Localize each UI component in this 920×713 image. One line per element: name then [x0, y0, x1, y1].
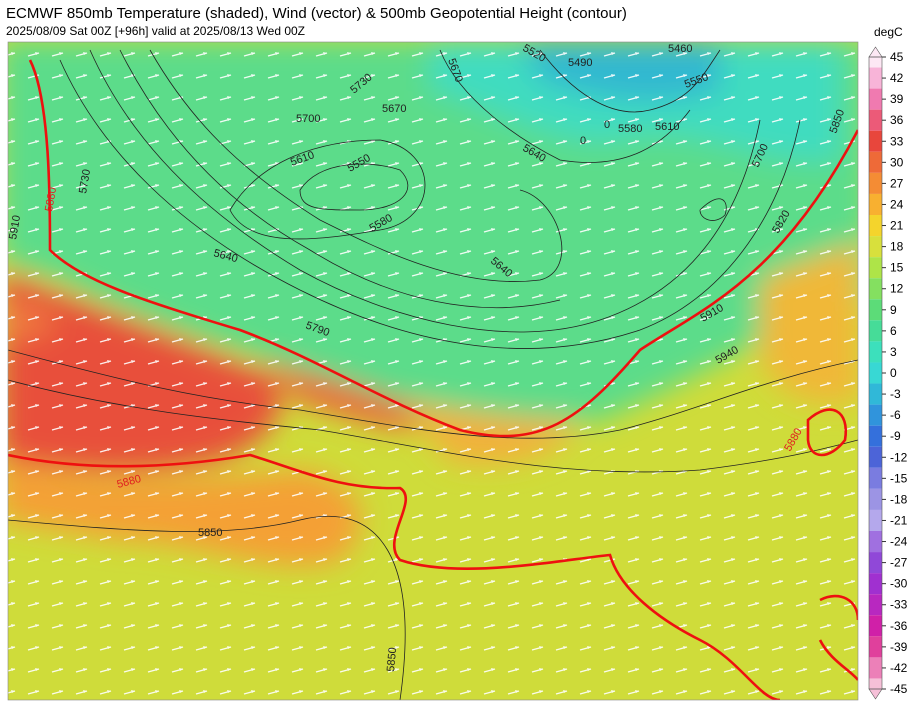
- colorbar-tick-label: 12: [890, 282, 904, 296]
- colorbar-swatch: [869, 193, 882, 215]
- colorbar-swatch: [869, 172, 882, 194]
- map: 5670 5520 5490 5460 5550 5580 5610 5640 …: [7, 42, 858, 700]
- colorbar-swatch: [869, 88, 882, 110]
- colorbar-tick-label: -42: [890, 661, 908, 675]
- colorbar-tick-label: -15: [890, 471, 908, 485]
- contour-label: 5460: [668, 43, 692, 55]
- colorbar-swatch: [869, 320, 882, 342]
- colorbar-swatch: [869, 257, 882, 279]
- colorbar-tick-label: -9: [890, 429, 901, 443]
- colorbar-tick-label: 15: [890, 261, 904, 275]
- contour-label: 5910: [7, 214, 23, 240]
- colorbar-tick-label: 0: [890, 366, 897, 380]
- subtitle: 2025/08/09 Sat 00Z [+96h] valid at 2025/…: [6, 24, 305, 38]
- colorbar-tick-label: -6: [890, 408, 901, 422]
- colorbar-swatch: [869, 594, 882, 616]
- colorbar-swatch: [869, 236, 882, 258]
- colorbar-tick-label: -18: [890, 492, 908, 506]
- colorbar-tick-label: 45: [890, 50, 904, 64]
- contour-label: 5880: [43, 186, 59, 212]
- colorbar-swatch: [869, 488, 882, 510]
- colorbar-tick-label: -27: [890, 556, 908, 570]
- colorbar-tick-label: 18: [890, 240, 904, 254]
- colorbar-tick-label: -45: [890, 682, 908, 696]
- colorbar-tick-label: 39: [890, 92, 904, 106]
- colorbar-unit: degC: [874, 25, 903, 39]
- contour-label: 0: [604, 119, 610, 131]
- colorbar-swatch: [869, 130, 882, 152]
- contour-label: 5490: [568, 57, 592, 69]
- colorbar-swatch: [869, 615, 882, 637]
- colorbar-swatch: [869, 404, 882, 426]
- colorbar-tick-label: 42: [890, 71, 904, 85]
- colorbar-tick-label: 6: [890, 324, 897, 338]
- colorbar: 4542393633302724211815129630-3-6-9-12-15…: [868, 46, 908, 700]
- colorbar-tick-label: -30: [890, 577, 908, 591]
- title: ECMWF 850mb Temperature (shaded), Wind (…: [6, 5, 627, 22]
- colorbar-tick-label: 36: [890, 113, 904, 127]
- colorbar-swatch: [869, 573, 882, 595]
- colorbar-end: [868, 46, 883, 58]
- contour-label: 5580: [618, 123, 642, 135]
- colorbar-tick-label: -39: [890, 640, 908, 654]
- colorbar-swatch: [869, 299, 882, 321]
- colorbar-swatch: [869, 151, 882, 173]
- colorbar-swatch: [869, 657, 882, 679]
- colorbar-swatch: [869, 509, 882, 531]
- colorbar-swatch: [869, 278, 882, 300]
- colorbar-tick-label: -33: [890, 598, 908, 612]
- colorbar-swatch: [869, 57, 882, 68]
- colorbar-swatch: [869, 109, 882, 131]
- colorbar-swatch: [869, 446, 882, 468]
- contour-label: 5700: [296, 113, 320, 125]
- colorbar-swatch: [869, 67, 882, 89]
- colorbar-tick-label: 24: [890, 197, 904, 211]
- colorbar-swatch: [869, 636, 882, 658]
- colorbar-tick-label: 30: [890, 155, 904, 169]
- contour-label: 5850: [198, 527, 222, 539]
- contour-label: 5670: [382, 103, 406, 115]
- colorbar-swatch: [869, 678, 882, 689]
- colorbar-tick-label: 33: [890, 134, 904, 148]
- colorbar-swatch: [869, 362, 882, 384]
- colorbar-tick-label: -36: [890, 619, 908, 633]
- colorbar-swatch: [869, 467, 882, 489]
- colorbar-tick-label: 21: [890, 219, 904, 233]
- colorbar-tick-label: 3: [890, 345, 897, 359]
- colorbar-swatch: [869, 531, 882, 553]
- colorbar-end: [868, 688, 883, 700]
- colorbar-swatch: [869, 341, 882, 363]
- colorbar-swatch: [869, 383, 882, 405]
- colorbar-swatch: [869, 215, 882, 237]
- colorbar-tick-label: -21: [890, 513, 908, 527]
- contour-label: 5610: [655, 121, 679, 133]
- colorbar-tick-label: 9: [890, 303, 897, 317]
- contour-label: 5850: [385, 647, 399, 672]
- colorbar-tick-label: -12: [890, 450, 908, 464]
- colorbar-tick-label: 27: [890, 176, 904, 190]
- colorbar-tick-label: -24: [890, 535, 908, 549]
- contour-label: 5730: [77, 168, 93, 194]
- colorbar-tick-label: -3: [890, 387, 901, 401]
- colorbar-swatch: [869, 552, 882, 574]
- contour-label: 0: [580, 135, 586, 147]
- colorbar-swatch: [869, 425, 882, 447]
